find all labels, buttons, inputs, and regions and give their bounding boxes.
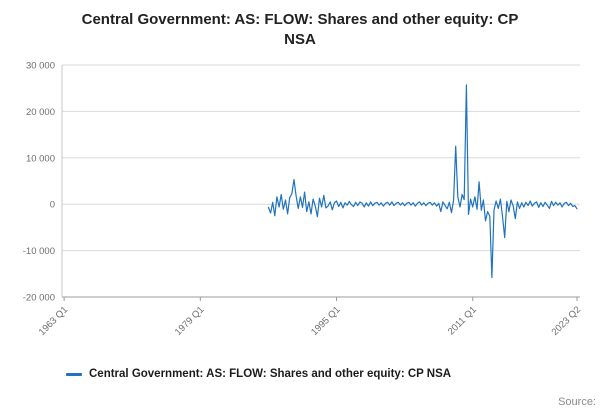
source-label: Source: — [558, 396, 596, 408]
x-tick-label: 2011 Q1 — [446, 304, 479, 337]
legend-line-marker — [66, 372, 82, 376]
legend: Central Government: AS: FLOW: Shares and… — [66, 368, 451, 380]
chart-title: Central Government: AS: FLOW: Shares and… — [81, 11, 519, 49]
series-line — [267, 83, 578, 278]
legend-label: Central Government: AS: FLOW: Shares and… — [89, 368, 452, 380]
y-tick-label: -20 000 — [23, 292, 55, 303]
y-tick-label: -10 000 — [23, 246, 55, 257]
y-tick-label: 0 — [50, 199, 55, 210]
x-tick-label: 2023 Q2 — [550, 304, 584, 338]
x-tick-label: 1979 Q1 — [173, 304, 207, 338]
x-tick-label: 1963 Q1 — [37, 304, 71, 338]
y-tick-label: 20 000 — [26, 106, 55, 117]
y-tick-label: 30 000 — [26, 60, 55, 71]
y-tick-label: 10 000 — [26, 153, 55, 164]
x-tick-label: 1995 Q1 — [309, 304, 343, 338]
